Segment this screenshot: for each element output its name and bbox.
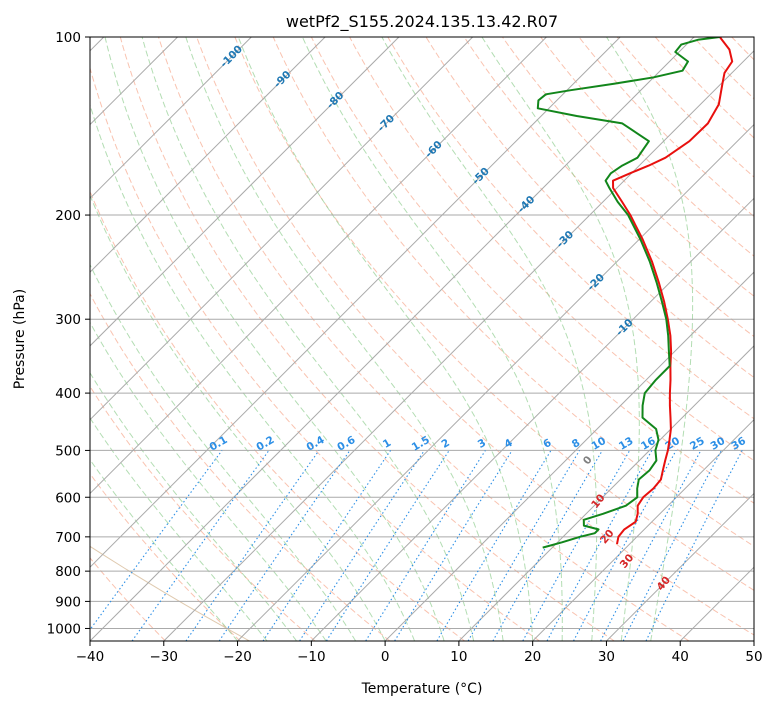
mixing-ratio-line	[436, 450, 552, 641]
isotherm-line	[310, 197, 754, 641]
x-tick-label: 10	[450, 649, 467, 665]
dry-adiabat-line	[310, 37, 754, 504]
dry-adiabat-line	[90, 66, 540, 641]
plot-frame	[89, 36, 755, 642]
chart-title: wetPf2_S155.2024.135.13.42.R07	[286, 12, 558, 32]
mixing-ratio-line	[90, 450, 223, 631]
isotherm-line	[90, 37, 547, 495]
y-tick-label: 100	[55, 30, 81, 46]
mixing-ratio-line	[394, 450, 513, 641]
x-tick-label: 0	[381, 649, 390, 665]
dry-adiabat-line	[387, 37, 754, 420]
x-tick-label: −10	[297, 649, 326, 665]
moist-adiabat-line	[185, 37, 504, 641]
isotherm-line	[458, 345, 754, 641]
background-line-layer	[90, 37, 754, 641]
y-tick-label: 800	[55, 564, 81, 580]
y-tick-label: 900	[55, 594, 81, 610]
isotherm-line	[90, 37, 695, 641]
temperature-profile-line	[612, 37, 734, 545]
dry-adiabat-line	[425, 37, 754, 379]
profile-layer	[536, 37, 734, 549]
x-tick-label: 20	[524, 649, 541, 665]
mixing-ratio-line	[522, 450, 631, 641]
x-tick-label: 30	[598, 649, 615, 665]
x-tick-label: −20	[223, 649, 252, 665]
y-tick-label: 500	[55, 443, 81, 459]
isotherm-line	[237, 123, 754, 641]
x-tick-label: 40	[672, 649, 689, 665]
mixing-ratio-line	[131, 450, 270, 641]
isotherm-line	[90, 37, 474, 421]
moist-adiabat-line	[606, 37, 694, 641]
mixing-ratio-line	[467, 450, 581, 641]
x-axis-label: Temperature (°C)	[361, 681, 483, 697]
dry-adiabat-line	[90, 292, 391, 641]
dry-adiabat-line	[90, 190, 465, 641]
isotherm-line	[163, 50, 754, 641]
moist-adiabat-line	[301, 37, 563, 641]
y-tick-label: 1000	[47, 621, 81, 637]
y-tick-label: 200	[55, 208, 81, 224]
moist-adiabat-line	[90, 458, 238, 641]
moist-adiabat-line	[104, 37, 445, 641]
mixing-ratio-line	[365, 450, 486, 641]
x-tick-label: −30	[150, 649, 179, 665]
mixing-ratio-line	[546, 450, 653, 641]
dry-adiabat-line	[90, 385, 316, 641]
moist-adiabat-line	[237, 37, 534, 641]
mixing-ratio-line	[325, 450, 450, 641]
axis-ticks: −40 −30 −20 −10 0 10 20 30 40 50 100 200 300 400 500 60…	[47, 30, 763, 665]
x-tick-label: 50	[745, 649, 762, 665]
isotherm-line	[606, 492, 754, 641]
isotherm-line	[90, 37, 400, 347]
isotherm-line	[384, 271, 754, 641]
moist-adiabat-line	[90, 417, 268, 641]
dry-adiabat-line	[234, 37, 754, 591]
dry-adiabat-line	[119, 37, 615, 641]
y-axis-label: Pressure (hPa)	[12, 289, 28, 389]
moist-adiabat-line	[381, 37, 598, 641]
isotherm-line	[90, 37, 621, 568]
mixing-ratio-line	[218, 450, 351, 641]
isotherm-line	[532, 418, 754, 641]
y-tick-label: 700	[55, 530, 81, 546]
dry-adiabat-line	[158, 37, 690, 641]
moist-adiabat-line	[90, 263, 357, 641]
y-tick-label: 400	[55, 386, 81, 402]
x-tick-label: −40	[76, 649, 105, 665]
dry-adiabat-line	[349, 37, 754, 462]
moist-adiabat-line	[90, 193, 386, 641]
dry-adiabat-line	[196, 37, 754, 636]
dry-adiabat-line	[90, 472, 241, 641]
moist-adiabat-line	[90, 103, 416, 641]
isotherm-line	[90, 37, 252, 200]
moist-adiabat-line	[141, 37, 475, 641]
isotherm-line	[90, 37, 326, 273]
y-tick-label: 600	[55, 490, 81, 506]
y-tick-label: 300	[55, 312, 81, 328]
dewpoint-profile-line	[536, 37, 720, 549]
